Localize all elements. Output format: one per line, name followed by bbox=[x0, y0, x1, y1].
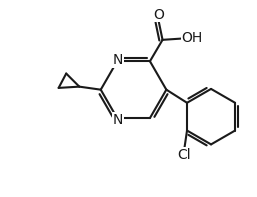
Text: Cl: Cl bbox=[178, 148, 191, 162]
Text: O: O bbox=[153, 8, 164, 22]
Text: N: N bbox=[113, 112, 123, 127]
Text: OH: OH bbox=[181, 31, 203, 45]
Text: N: N bbox=[113, 53, 123, 67]
